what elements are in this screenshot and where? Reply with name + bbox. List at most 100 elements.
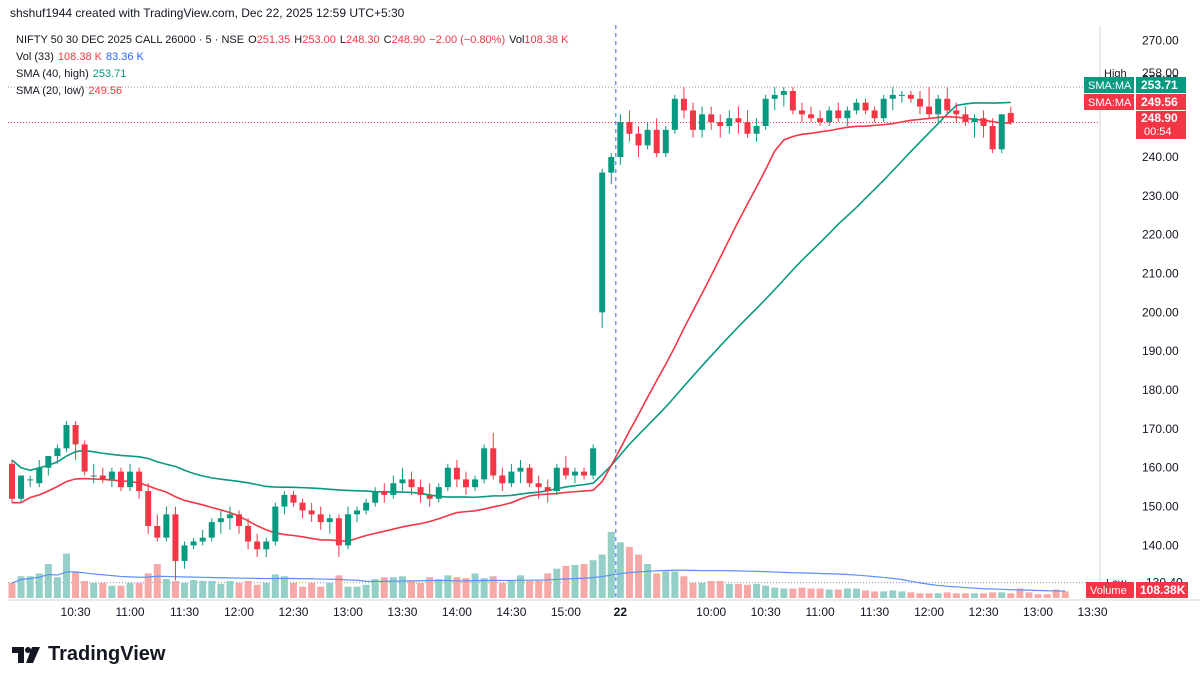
candle-body bbox=[789, 91, 796, 111]
volume-bar bbox=[117, 585, 125, 598]
candle-body bbox=[635, 133, 642, 146]
volume-bar bbox=[553, 568, 561, 598]
volume-bar bbox=[235, 582, 243, 598]
volume-bar bbox=[444, 575, 452, 598]
volume-bar bbox=[162, 579, 170, 598]
candle-body bbox=[117, 471, 124, 488]
volume-bar bbox=[380, 577, 388, 598]
x-tick-label: 22 bbox=[614, 605, 628, 619]
legend-volume-study[interactable]: Vol (33) 108.38 K 83.36 K bbox=[16, 51, 148, 63]
y-tick-label: 190.00 bbox=[1142, 344, 1179, 358]
y-tick-label: 270.00 bbox=[1142, 34, 1179, 48]
volume-bar bbox=[734, 583, 742, 598]
volume-bar bbox=[544, 573, 552, 598]
candle-body bbox=[917, 98, 923, 107]
candle-body bbox=[172, 514, 179, 561]
candle-body bbox=[99, 475, 106, 480]
candle-body bbox=[290, 494, 297, 503]
candle-body bbox=[190, 541, 197, 546]
volume-bar bbox=[607, 531, 615, 598]
y-tick-label: 210.00 bbox=[1142, 267, 1179, 281]
volume-bar bbox=[426, 577, 434, 598]
candle-body bbox=[435, 487, 442, 499]
volume-bar bbox=[217, 583, 225, 598]
volume-bar bbox=[653, 573, 661, 598]
volume-bar bbox=[535, 581, 543, 598]
volume-bar bbox=[153, 564, 161, 598]
volume-bar bbox=[26, 576, 34, 598]
volume-bar bbox=[498, 582, 506, 598]
x-tick-label: 12:00 bbox=[914, 605, 944, 619]
volume-bar bbox=[871, 591, 879, 598]
volume-bar bbox=[344, 586, 352, 598]
candle-body bbox=[853, 102, 860, 111]
candle-body bbox=[81, 444, 88, 472]
volume-bar bbox=[408, 581, 416, 598]
candle-body bbox=[136, 471, 143, 492]
candle-body bbox=[708, 114, 715, 123]
candle-body bbox=[526, 467, 533, 484]
volume-bar bbox=[689, 582, 697, 598]
candle-body bbox=[571, 471, 578, 476]
candle-body bbox=[36, 467, 43, 484]
volume-bar bbox=[789, 588, 797, 598]
candle-body bbox=[771, 94, 778, 99]
y-tick-label: 200.00 bbox=[1142, 305, 1179, 319]
candle-body bbox=[472, 479, 479, 488]
candle-body bbox=[254, 541, 261, 550]
last-price-tag-bg bbox=[1136, 111, 1186, 139]
volume-bar bbox=[99, 582, 107, 598]
sma20-tag-label: SMA:MA bbox=[1088, 97, 1132, 109]
legend-vol: 108.38 K bbox=[524, 34, 569, 46]
legend-symbol: NIFTY 50 30 DEC 2025 CALL 26000 · 5 · NS… bbox=[16, 34, 245, 46]
volume-bar bbox=[680, 576, 688, 598]
volume-bar bbox=[807, 588, 815, 598]
candle-body bbox=[90, 475, 97, 477]
candle-body bbox=[544, 487, 551, 492]
volume-bar bbox=[208, 581, 216, 598]
legend-vol-study-name: Vol (33) bbox=[16, 51, 54, 63]
volume-bar bbox=[171, 581, 179, 598]
volume-bar bbox=[226, 581, 234, 598]
volume-bar bbox=[644, 564, 652, 598]
candle-body bbox=[63, 425, 70, 449]
y-tick-label: 140.00 bbox=[1142, 538, 1179, 552]
candle-body bbox=[281, 494, 288, 507]
candle-body bbox=[862, 102, 869, 111]
x-tick-label: 12:30 bbox=[278, 605, 308, 619]
sma40-tag-bg bbox=[1136, 77, 1186, 93]
y-tick-label: 220.00 bbox=[1142, 228, 1179, 242]
candle-body bbox=[735, 118, 742, 123]
sma20-tag-bg bbox=[1136, 94, 1186, 110]
volume-bar bbox=[181, 582, 189, 598]
x-tick-label: 11:00 bbox=[806, 605, 835, 619]
volume-bar bbox=[1016, 588, 1024, 598]
volume-bar bbox=[326, 582, 334, 598]
volume-bar bbox=[462, 578, 470, 598]
legend-sma40[interactable]: SMA (40, high) 253.71 bbox=[16, 68, 130, 80]
high-value: 258.00 bbox=[1142, 66, 1179, 80]
candle-body bbox=[808, 114, 815, 119]
legend-open: 251.35 bbox=[256, 34, 291, 46]
candle-body bbox=[699, 114, 706, 130]
candle-body bbox=[372, 491, 379, 503]
candle-body bbox=[617, 122, 624, 158]
volume-bar bbox=[880, 591, 888, 598]
volume-bar bbox=[135, 582, 143, 598]
legend-sma20[interactable]: SMA (20, low) 249.56 bbox=[16, 85, 126, 97]
volume-bar bbox=[662, 571, 670, 598]
x-tick-label: 13:00 bbox=[1023, 605, 1053, 619]
volume-bar bbox=[1043, 594, 1051, 598]
y-tick-label: 170.00 bbox=[1142, 422, 1179, 436]
volume-bar bbox=[108, 585, 116, 598]
tradingview-logo[interactable]: TradingView bbox=[12, 643, 165, 666]
volume-bar bbox=[516, 575, 524, 598]
candle-body bbox=[108, 471, 115, 480]
x-tick-label: 10:00 bbox=[696, 605, 726, 619]
y-tick-label: 230.00 bbox=[1142, 189, 1179, 203]
volume-bar bbox=[616, 542, 624, 598]
volume-bar bbox=[852, 588, 860, 598]
volume-bar bbox=[471, 573, 479, 598]
volume-bar bbox=[980, 593, 988, 598]
